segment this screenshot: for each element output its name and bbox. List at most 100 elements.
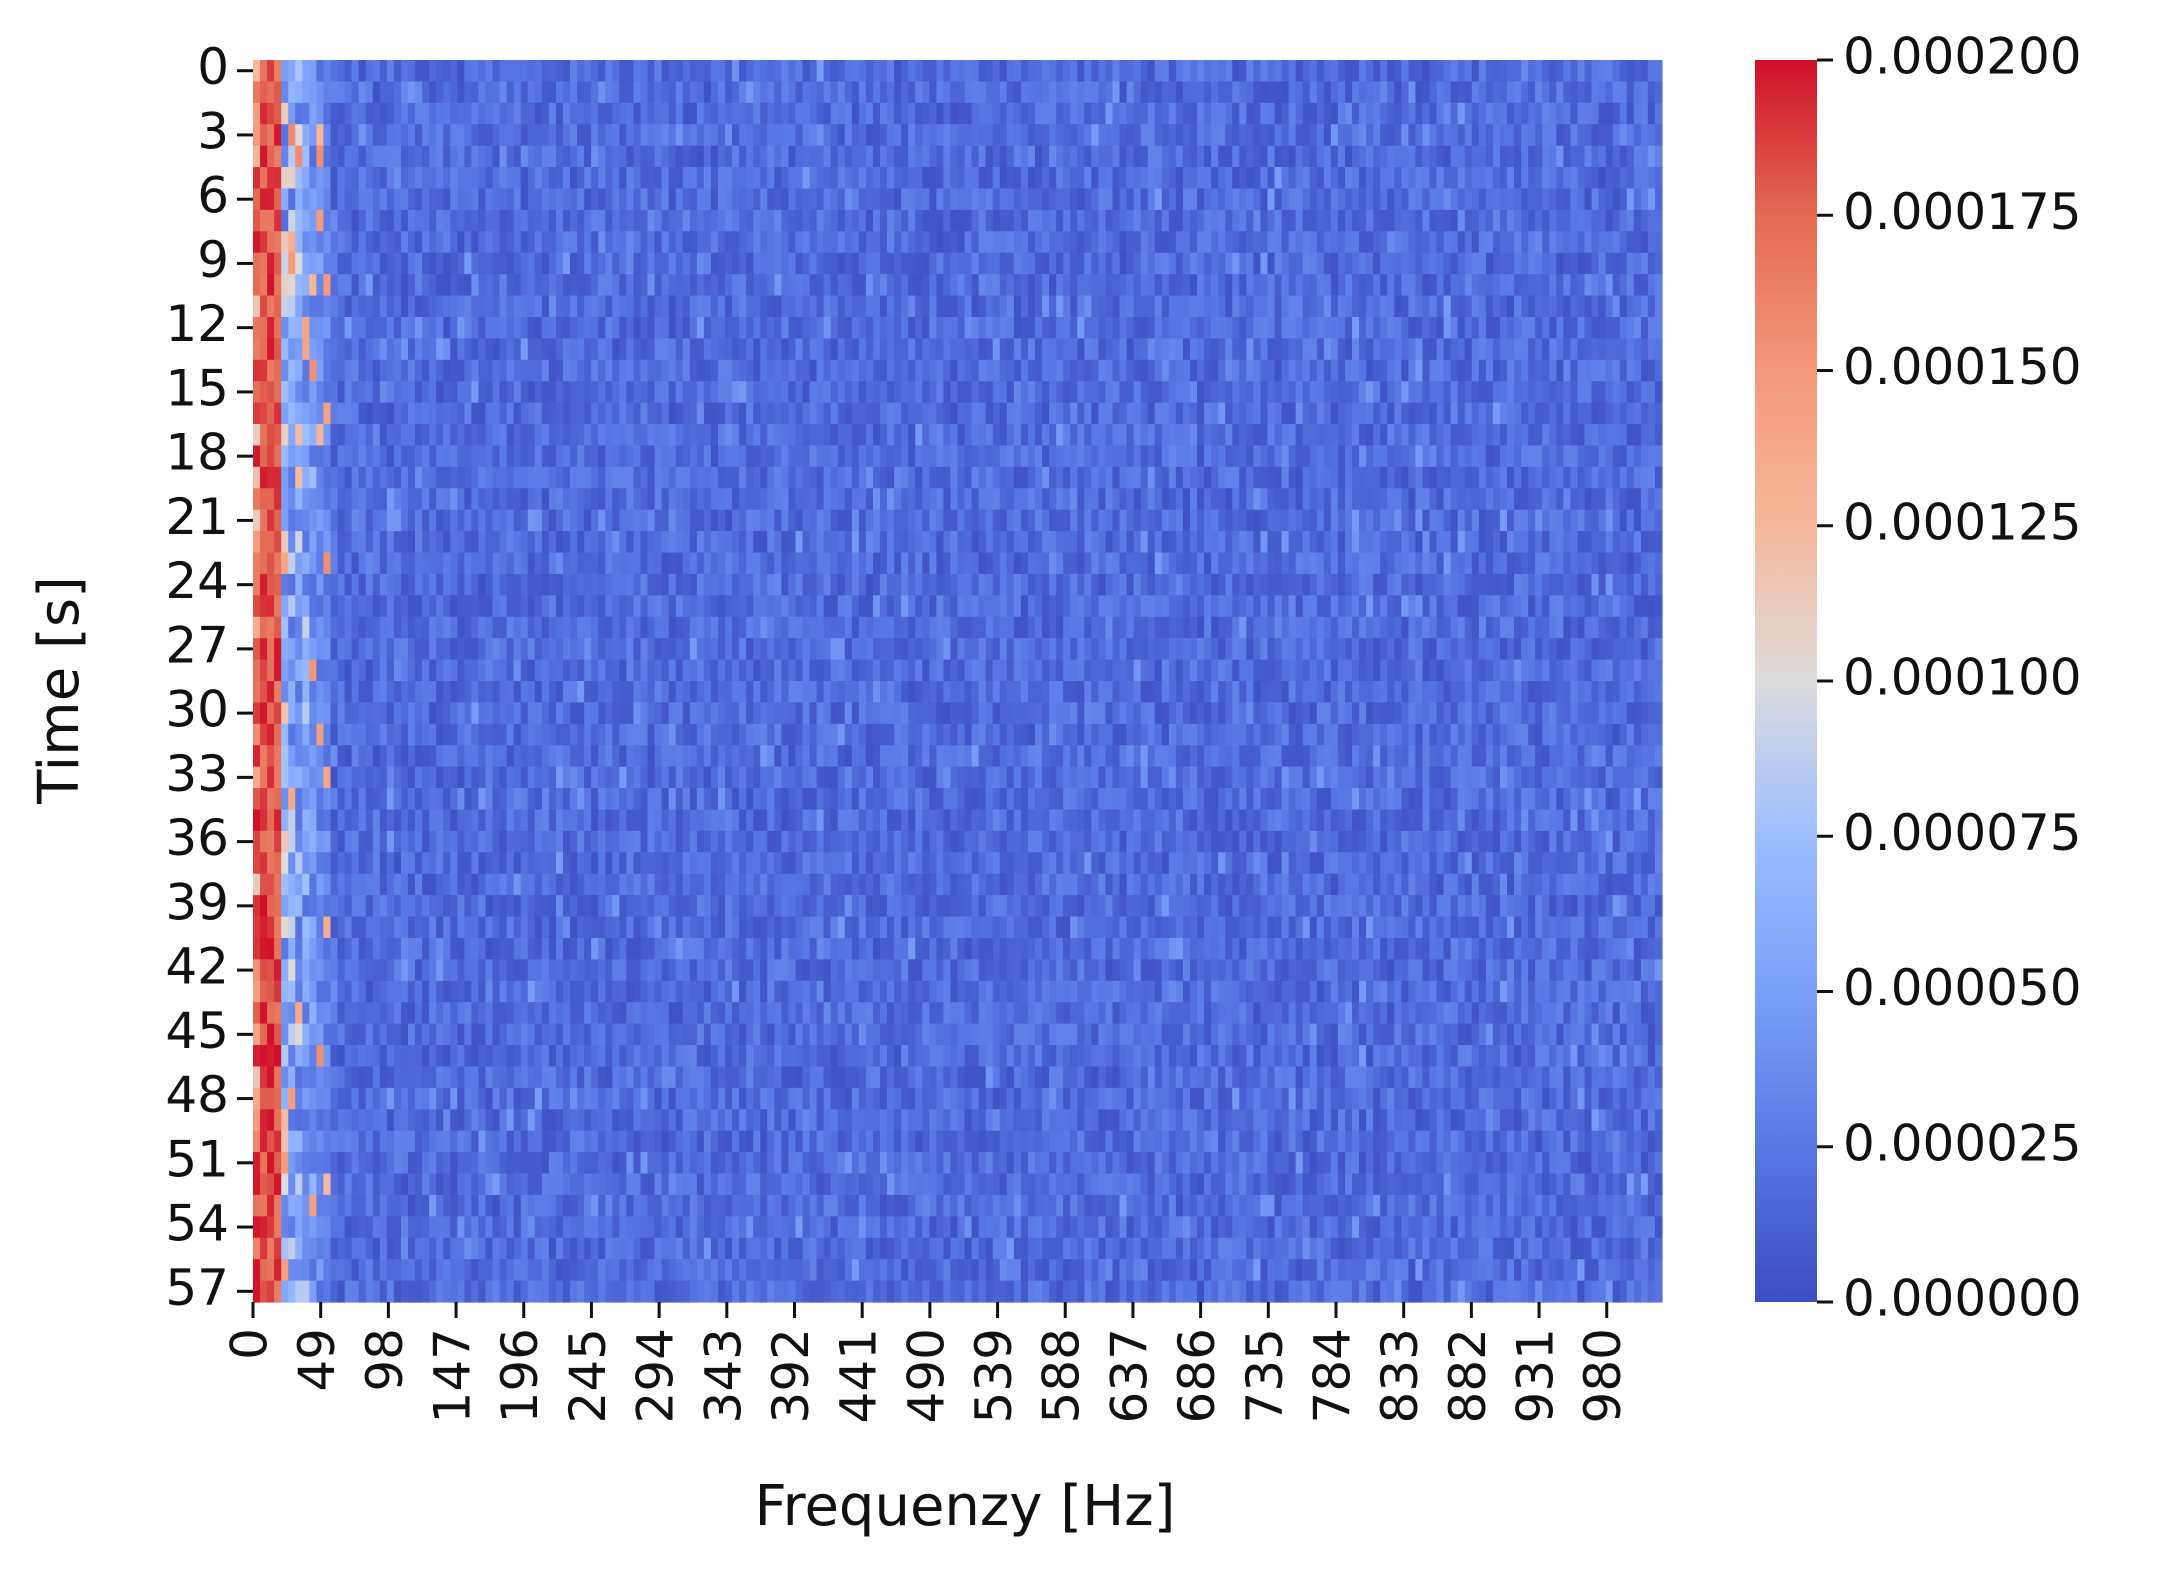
heatmap-cell (1514, 445, 1522, 468)
heatmap-cell (1408, 124, 1417, 147)
heatmap-cell (1598, 81, 1607, 104)
heatmap-cell (513, 573, 522, 596)
heatmap-cell (1514, 488, 1522, 511)
heatmap-cell (1330, 231, 1339, 254)
heatmap-cell (922, 167, 930, 190)
heatmap-cell (802, 274, 811, 297)
heatmap-cell (1063, 316, 1071, 339)
heatmap-cell (295, 81, 303, 104)
heatmap-cell (302, 274, 310, 297)
heatmap-cell (1366, 274, 1374, 297)
heatmap-cell (407, 338, 416, 361)
heatmap-cell (577, 188, 585, 211)
heatmap-cell (978, 295, 987, 318)
heatmap-cell (605, 60, 613, 83)
heatmap-cell (668, 209, 677, 232)
heatmap-cell (830, 167, 839, 190)
heatmap-cell (1154, 381, 1163, 404)
heatmap-cell (548, 60, 557, 83)
heatmap-cell (1514, 167, 1522, 190)
heatmap-cell (1549, 102, 1557, 125)
heatmap-cell (1232, 274, 1240, 297)
heatmap-cell (1175, 124, 1184, 147)
heatmap-cell (591, 252, 599, 275)
heatmap-cell (337, 424, 346, 447)
heatmap-cell (513, 81, 522, 104)
heatmap-cell (908, 124, 916, 147)
heatmap-cell (1330, 509, 1339, 532)
heatmap-cell (520, 573, 529, 596)
heatmap-cell (1619, 145, 1628, 168)
heatmap-cell (1175, 252, 1184, 275)
heatmap-cell (584, 381, 592, 404)
heatmap-cell (1084, 424, 1092, 447)
heatmap-cell (971, 145, 980, 168)
heatmap-cell (858, 381, 867, 404)
heatmap-cell (365, 424, 374, 447)
heatmap-cell (1246, 316, 1254, 339)
heatmap-cell (971, 402, 980, 425)
heatmap-cell (929, 509, 937, 532)
heatmap-cell (1232, 188, 1240, 211)
heatmap-cell (1182, 466, 1191, 489)
heatmap-cell (1542, 145, 1550, 168)
heatmap-cell (1612, 531, 1621, 554)
heatmap-cell (1373, 145, 1381, 168)
heatmap-cell (288, 274, 296, 297)
heatmap-cell (555, 424, 564, 447)
heatmap-cell (668, 573, 677, 596)
heatmap-cell (1535, 167, 1543, 190)
heatmap-cell (767, 167, 775, 190)
heatmap-cell (1232, 124, 1240, 147)
heatmap-cell (393, 359, 402, 382)
heatmap-cell (260, 359, 268, 382)
heatmap-cell (365, 359, 374, 382)
heatmap-cell (978, 274, 987, 297)
heatmap-cell (1640, 252, 1649, 275)
heatmap-cell (344, 167, 353, 190)
heatmap-cell (1619, 102, 1628, 125)
heatmap-cell (950, 102, 959, 125)
heatmap-cell (1189, 424, 1198, 447)
heatmap-cell (1654, 359, 1663, 382)
heatmap-cell (267, 424, 275, 447)
heatmap-cell (1316, 274, 1325, 297)
heatmap-cell (1485, 295, 1494, 318)
heatmap-cell (781, 445, 790, 468)
heatmap-cell (351, 295, 360, 318)
heatmap-cell (1521, 509, 1529, 532)
heatmap-cell (1140, 124, 1149, 147)
heatmap-cell (851, 424, 860, 447)
heatmap-cell (1274, 488, 1283, 511)
heatmap-cell (717, 488, 726, 511)
heatmap-cell (1056, 338, 1064, 361)
heatmap-cell (337, 124, 346, 147)
heatmap-cell (1464, 209, 1473, 232)
heatmap-cell (1401, 466, 1409, 489)
heatmap-cell (1415, 209, 1424, 232)
heatmap-cell (471, 188, 480, 211)
heatmap-cell (894, 359, 902, 382)
heatmap-cell (865, 102, 874, 125)
heatmap-cell (640, 295, 649, 318)
heatmap-cell (1584, 316, 1593, 339)
heatmap-cell (781, 316, 790, 339)
heatmap-cell (1605, 424, 1614, 447)
heatmap-cell (1189, 466, 1198, 489)
heatmap-cell (950, 488, 959, 511)
heatmap-cell (598, 231, 606, 254)
heatmap-cell (1218, 316, 1226, 339)
heatmap-cell (1140, 338, 1149, 361)
heatmap-cell (795, 231, 804, 254)
heatmap-cell (527, 274, 536, 297)
heatmap-cell (436, 316, 444, 339)
heatmap-cell (851, 316, 860, 339)
heatmap-cell (1168, 402, 1177, 425)
heatmap-cell (1105, 252, 1114, 275)
heatmap-cell (1591, 252, 1600, 275)
heatmap-cell (1056, 231, 1064, 254)
heatmap-cell (894, 188, 902, 211)
heatmap-cell (1535, 488, 1543, 511)
heatmap-cell (534, 573, 543, 596)
heatmap-cell (1140, 573, 1149, 596)
